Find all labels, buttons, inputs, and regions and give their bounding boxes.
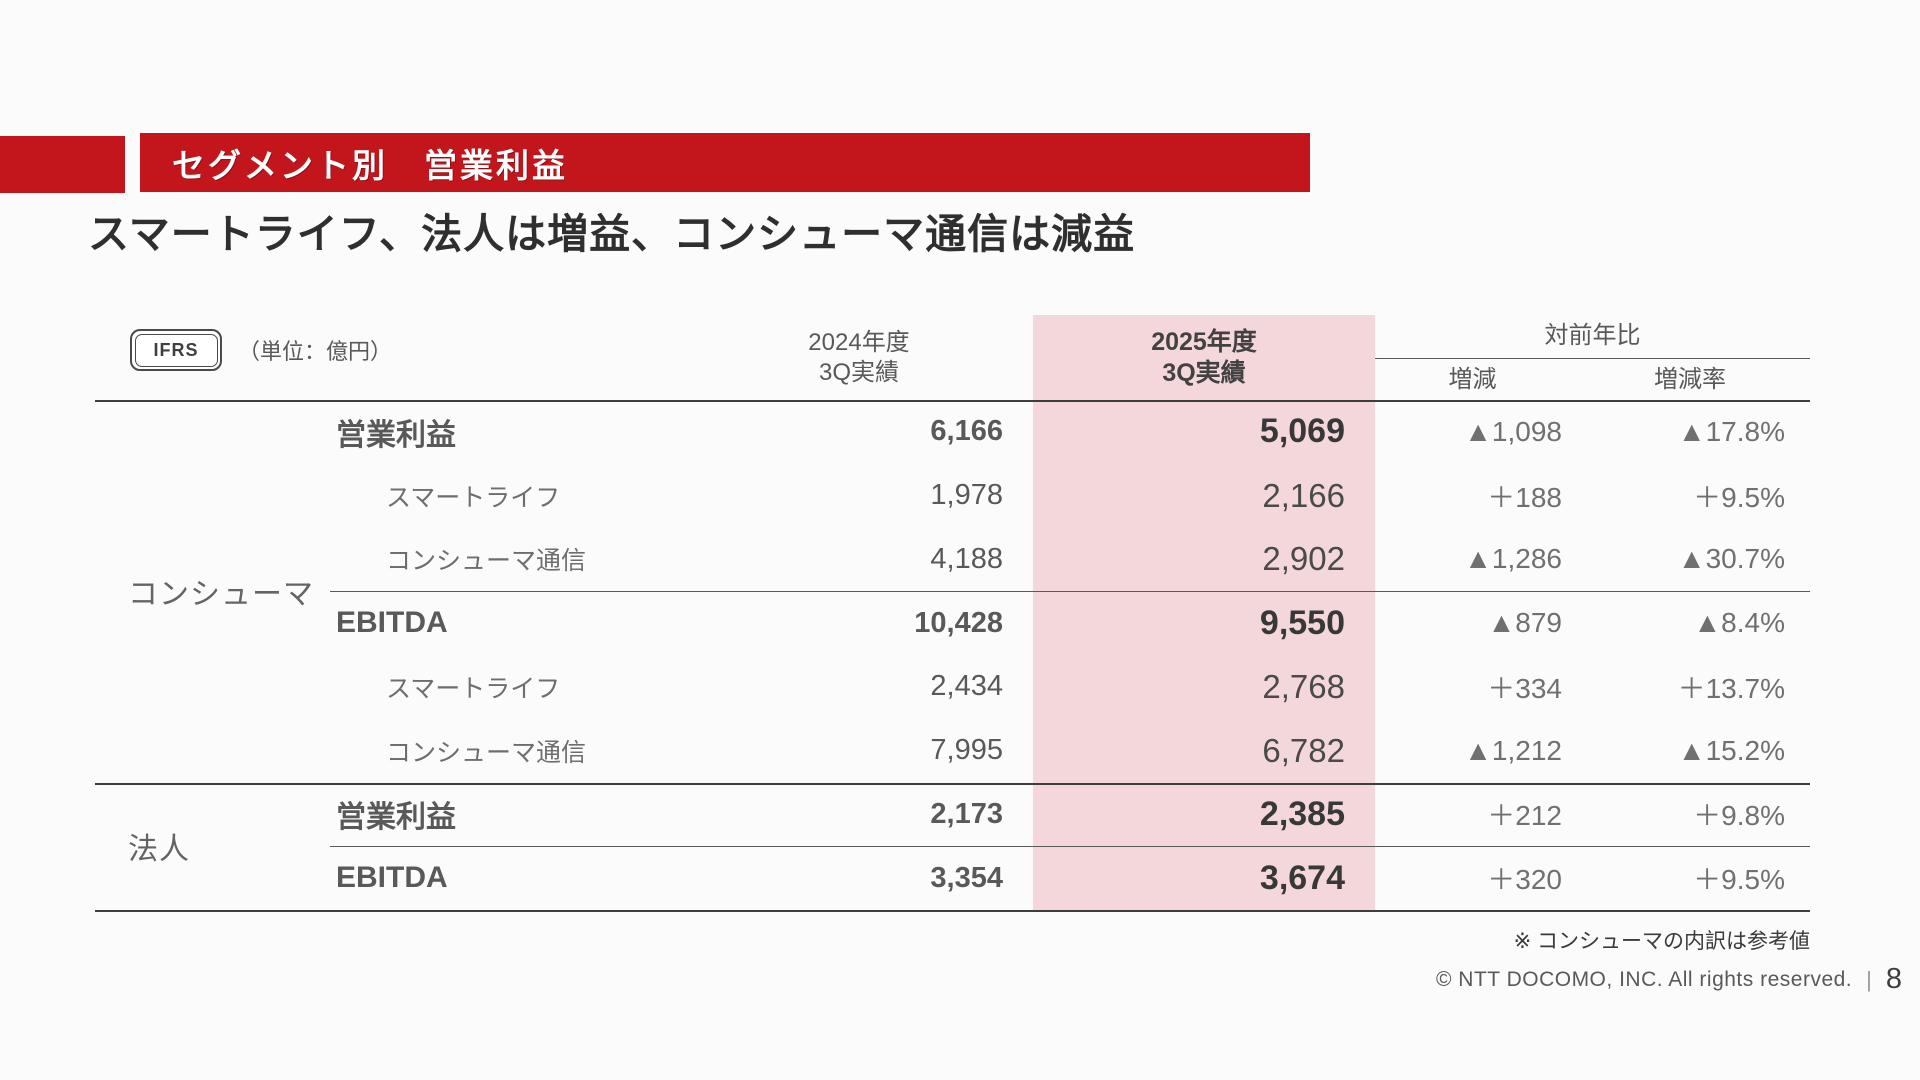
yoy-change-value: ＋334 — [1487, 672, 1562, 704]
group-label: コンシューマ — [128, 578, 314, 612]
row-label: スマートライフ — [386, 674, 561, 703]
ifrs-badge-label: IFRS — [134, 333, 218, 367]
fy2024-value: 3,354 — [930, 861, 1003, 894]
fy2024-value: 4,188 — [930, 542, 1003, 575]
yoy-change-value: ▲879 — [1487, 607, 1562, 639]
yoy-change-value: ＋188 — [1487, 481, 1562, 513]
fy2024-value: 6,166 — [930, 415, 1003, 448]
yoy-header-underline — [1375, 358, 1810, 359]
fy2025-value: 6,782 — [1262, 731, 1345, 769]
fy2025-line1: 2025年度 — [1151, 327, 1257, 356]
segment-profit-table: IFRS （単位：億円） 2024年度 3Q実績 2025年度 3Q実績 対前年… — [95, 315, 1810, 912]
ifrs-badge: IFRS — [130, 329, 223, 371]
table-rows: 営業利益 6,166 5,069 ▲1,098 ▲17.8% スマートライフ 1,978 2,… — [330, 400, 1810, 910]
yoy-rate-value: ▲15.2% — [1677, 734, 1785, 766]
table-row: スマートライフ 2,434 2,768 ＋334 ＋13.7% — [330, 655, 1810, 719]
consumer-ebitda-rule — [330, 591, 1810, 593]
accent-red-block — [0, 136, 125, 193]
table-top-rule — [95, 400, 1810, 402]
fy2025-value: 2,385 — [1259, 794, 1345, 833]
slide-title: セグメント別 営業利益 — [172, 146, 568, 184]
yoy-rate-value: ＋9.5% — [1693, 481, 1785, 513]
column-header-fy2024: 2024年度 3Q実績 — [685, 323, 1033, 393]
yoy-rate-value: ▲8.4% — [1693, 607, 1785, 639]
table-row: コンシューマ通信 4,188 2,902 ▲1,286 ▲30.7% — [330, 528, 1810, 592]
unit-label: （単位：億円） — [238, 339, 393, 364]
yoy-change-value: ＋212 — [1487, 800, 1562, 832]
row-label: コンシューマ通信 — [386, 738, 587, 767]
table-row: EBITDA 3,354 3,674 ＋320 ＋9.5% — [330, 846, 1810, 910]
group-labels: コンシューマ 法人 — [95, 400, 330, 910]
fy2025-line2: 3Q実績 — [1162, 359, 1246, 387]
yoy-rate-value: ＋9.5% — [1693, 864, 1785, 896]
section-rule — [95, 782, 1810, 785]
yoy-change-value: ▲1,098 — [1464, 415, 1562, 447]
yoy-rate-value: ＋13.7% — [1677, 672, 1785, 704]
fy2024-value: 7,995 — [930, 734, 1003, 767]
row-label: コンシューマ通信 — [386, 547, 587, 576]
table-header: IFRS （単位：億円） 2024年度 3Q実績 2025年度 3Q実績 対前年… — [95, 315, 1810, 400]
yoy-change-value: ▲1,212 — [1464, 734, 1562, 766]
copyright-bar: © NTT DOCOMO, INC. All rights reserved. … — [1436, 963, 1902, 996]
fy2024-line2: 3Q実績 — [818, 359, 899, 386]
yoy-rate-value: ＋9.8% — [1693, 800, 1785, 832]
column-header-fy2025: 2025年度 3Q実績 — [1033, 323, 1375, 393]
yoy-rate-value: ▲30.7% — [1677, 543, 1785, 575]
column-header-change-rate: 増減率 — [1654, 366, 1726, 393]
table-row: EBITDA 10,428 9,550 ▲879 ▲8.4% — [330, 591, 1810, 655]
page-number: 8 — [1885, 963, 1902, 995]
fy2025-value: 3,674 — [1259, 858, 1345, 897]
row-label: EBITDA — [336, 861, 448, 895]
fy2024-value: 2,434 — [930, 670, 1003, 703]
badge-area: IFRS （単位：億円） — [130, 329, 392, 371]
page-separator: | — [1866, 966, 1872, 992]
fy2025-highlight-band — [1033, 315, 1375, 910]
fy2024-value: 1,978 — [930, 479, 1003, 512]
row-label: 営業利益 — [336, 801, 456, 835]
fy2024-value: 2,173 — [930, 797, 1003, 830]
table-row: スマートライフ 1,978 2,166 ＋188 ＋9.5% — [330, 464, 1810, 528]
corporate-ebitda-rule — [330, 846, 1810, 848]
column-header-change: 増減 — [1448, 366, 1497, 393]
fy2024-line1: 2024年度 — [808, 329, 910, 356]
fy2025-value: 9,550 — [1259, 603, 1345, 642]
fy2025-value: 5,069 — [1259, 412, 1345, 451]
slide-title-bar: セグメント別 営業利益 — [140, 133, 1310, 192]
fy2025-value: 2,902 — [1262, 540, 1345, 578]
table-row: 営業利益 6,166 5,069 ▲1,098 ▲17.8% — [330, 400, 1810, 464]
footnote: ※ コンシューマの内訳は参考値 — [1513, 930, 1810, 953]
row-label: 営業利益 — [336, 418, 456, 452]
yoy-rate-value: ▲17.8% — [1677, 415, 1785, 447]
group-label: 法人 — [128, 833, 190, 867]
yoy-change-value: ▲1,286 — [1464, 543, 1562, 575]
slide-headline: スマートライフ、法人は増益、コンシューマ通信は減益 — [88, 211, 1136, 257]
table-bottom-rule — [95, 910, 1810, 912]
table-row: コンシューマ通信 7,995 6,782 ▲1,212 ▲15.2% — [330, 719, 1810, 783]
fy2025-value: 2,166 — [1262, 476, 1345, 514]
table-row: 営業利益 2,173 2,385 ＋212 ＋9.8% — [330, 783, 1810, 847]
copyright-text: © NTT DOCOMO, INC. All rights reserved. — [1435, 967, 1853, 991]
column-header-yoy: 対前年比 — [1544, 322, 1641, 349]
row-label: スマートライフ — [386, 483, 561, 512]
fy2024-value: 10,428 — [914, 606, 1003, 639]
row-label: EBITDA — [336, 606, 448, 640]
fy2025-value: 2,768 — [1262, 667, 1345, 705]
yoy-change-value: ＋320 — [1487, 864, 1562, 896]
table-body: コンシューマ 法人 営業利益 6,166 5,069 ▲1,098 ▲17.8% スマートラ… — [95, 400, 1810, 912]
